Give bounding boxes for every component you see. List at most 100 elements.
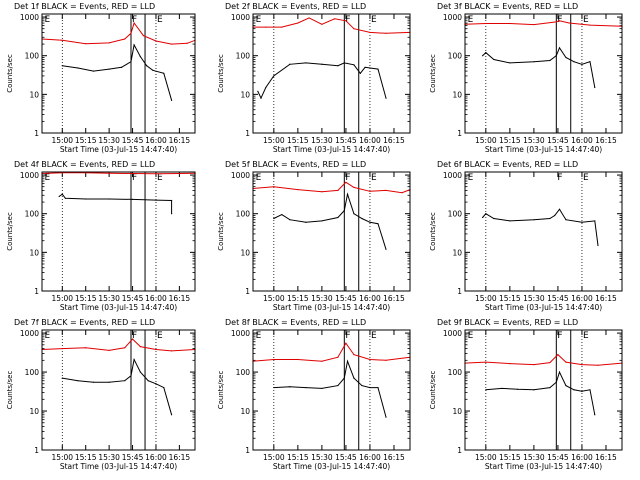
data-point-events — [482, 216, 484, 219]
x-tick-label: 15:15 — [499, 294, 521, 303]
interval-label: E — [256, 15, 262, 25]
y-axis-label: Counts/sec — [217, 212, 225, 251]
data-point-events — [273, 217, 275, 220]
x-tick-label: 16:15 — [595, 294, 617, 303]
data-point-lld — [186, 42, 188, 44]
data-point-events — [147, 380, 149, 382]
x-axis-label: Start Time (03-Jul-15 14:47:40) — [60, 145, 177, 154]
panel-det-3: Det 3f BLACK = Events, RED = LLD Counts/s… — [429, 2, 623, 154]
data-point-lld — [568, 22, 570, 24]
data-point-lld — [108, 42, 110, 44]
data-point-lld — [533, 364, 535, 366]
x-axis-label: Start Time (03-Jul-15 14:47:40) — [273, 145, 390, 154]
y-tick-label: 1 — [245, 446, 250, 455]
data-point-events — [493, 217, 495, 220]
y-tick-label: 1000 — [231, 171, 250, 180]
x-tick-label: 16:15 — [169, 453, 191, 462]
panel-det-9: Det 9f BLACK = Events, RED = LLD Counts/s… — [429, 318, 623, 471]
data-point-events — [501, 387, 503, 390]
x-tick-label: 15:30 — [311, 453, 333, 462]
data-point-events — [346, 360, 349, 362]
panel-det-2: Det 2f BLACK = Events, RED = LLD Counts/s… — [217, 2, 411, 154]
data-point-lld — [85, 43, 87, 45]
series-line-events — [482, 46, 596, 88]
data-point-events — [273, 75, 275, 77]
interval-label: E — [468, 331, 474, 341]
data-point-events — [289, 386, 291, 388]
series-line-lld — [253, 17, 411, 34]
data-point-lld — [549, 361, 551, 364]
interval-label: F — [132, 331, 137, 341]
panel-det-5: Det 5f BLACK = Events, RED = LLD Counts/s… — [217, 160, 411, 312]
y-tick-label: 10 — [29, 248, 39, 257]
plot-frame — [252, 329, 411, 451]
x-tick-label: 16:15 — [595, 136, 617, 145]
plot-frame — [252, 13, 411, 134]
data-point-lld — [485, 361, 487, 363]
data-point-lld — [297, 22, 299, 24]
data-point-events — [289, 219, 291, 221]
data-point-lld — [297, 189, 299, 191]
interval-label: E — [371, 173, 377, 183]
panel-det-6: Det 6f BLACK = Events, RED = LLD Counts/s… — [429, 160, 623, 312]
series-line-events — [62, 357, 173, 415]
x-axis-label: Start Time (03-Jul-15 14:47:40) — [485, 303, 602, 312]
y-tick-label: 1 — [34, 287, 39, 296]
data-point-events — [482, 55, 484, 57]
x-tick-label: 15:15 — [75, 136, 97, 145]
series-line-lld — [252, 342, 411, 362]
data-point-lld — [273, 186, 275, 188]
y-tick-label: 1 — [245, 129, 250, 138]
interval-label: E — [157, 173, 163, 183]
data-point-lld — [321, 23, 323, 25]
data-point-events — [589, 61, 591, 63]
x-axis-label: Start Time (03-Jul-15 14:47:40) — [273, 303, 390, 312]
data-point-events — [77, 380, 79, 382]
data-point-events — [281, 213, 283, 216]
interval-label: E — [468, 173, 474, 183]
y-tick-label: 1 — [34, 446, 39, 455]
series-line-events — [62, 43, 173, 101]
plot-frame — [252, 171, 411, 292]
data-point-events — [493, 58, 495, 61]
data-point-events — [343, 62, 345, 64]
y-tick-label: 1000 — [443, 13, 462, 22]
plot-frame — [464, 329, 623, 451]
data-point-lld — [385, 32, 387, 34]
data-point-lld — [353, 186, 355, 188]
series-line-lld — [41, 338, 196, 352]
y-tick-label: 100 — [25, 210, 40, 219]
data-point-events — [92, 381, 95, 383]
interval-label: E — [371, 331, 377, 341]
data-point-events — [85, 198, 87, 200]
series-line-events — [58, 193, 173, 214]
data-point-lld — [401, 192, 403, 194]
x-axis-label: Start Time (03-Jul-15 14:47:40) — [60, 303, 177, 312]
data-point-events — [260, 97, 262, 99]
data-point-lld — [565, 361, 567, 363]
x-tick-label: 16:00 — [145, 136, 167, 145]
data-point-events — [485, 213, 487, 215]
x-tick-label: 15:15 — [75, 453, 97, 462]
data-point-events — [555, 55, 557, 57]
data-point-events — [146, 65, 148, 67]
interval-label: F — [557, 331, 562, 341]
data-point-lld — [297, 358, 299, 361]
interval-label: F — [132, 173, 137, 183]
x-tick-label: 15:45 — [122, 294, 144, 303]
data-point-events — [61, 377, 63, 379]
x-tick-label: 15:15 — [499, 453, 521, 462]
x-tick-label: 15:45 — [335, 136, 357, 145]
data-point-lld — [139, 346, 141, 348]
x-tick-label: 15:00 — [475, 136, 497, 145]
interval-label: F — [557, 15, 562, 25]
data-point-events — [509, 220, 511, 222]
y-tick-label: 1000 — [20, 13, 39, 22]
data-point-events — [353, 64, 355, 66]
data-point-events — [163, 386, 165, 389]
series-line-lld — [41, 172, 196, 175]
y-tick-label: 1 — [457, 129, 462, 138]
interval-label: E — [583, 15, 589, 25]
x-tick-label: 15:15 — [75, 294, 97, 303]
data-point-lld — [321, 191, 323, 193]
